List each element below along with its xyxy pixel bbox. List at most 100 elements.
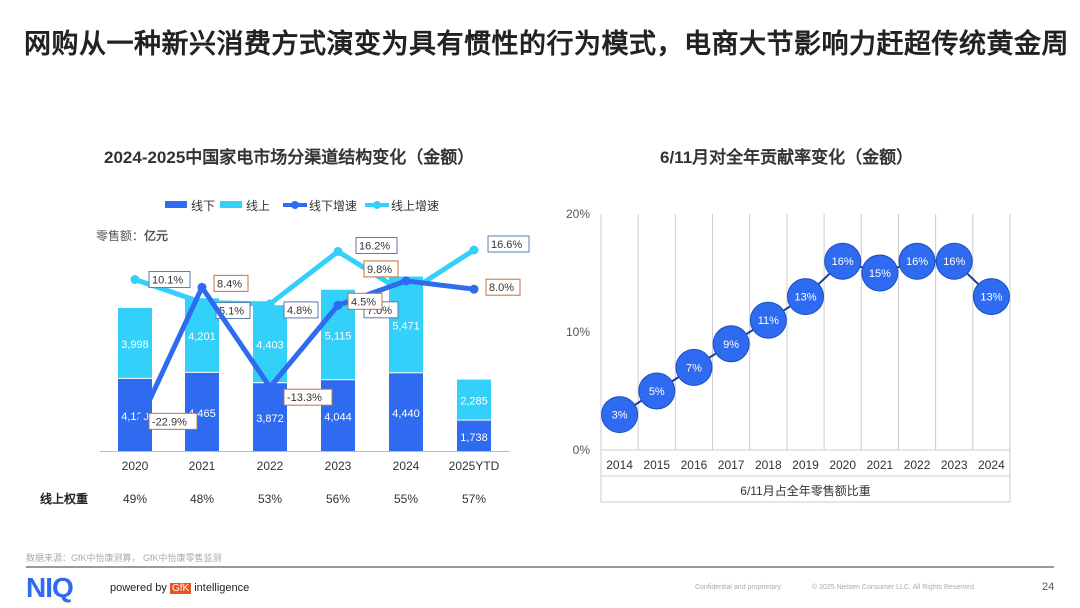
data-point xyxy=(861,254,899,292)
data-point xyxy=(824,242,862,280)
point-online-growth xyxy=(401,289,411,299)
data-label-box xyxy=(283,301,319,319)
data-label-box xyxy=(363,260,399,278)
line-online-growth xyxy=(134,247,476,307)
data-point xyxy=(935,242,973,280)
legend-swatch xyxy=(165,201,187,208)
data-label: 16% xyxy=(906,256,928,268)
legend-label: 线上 xyxy=(246,199,270,213)
share-value: 48% xyxy=(190,492,214,506)
bar-label-offline: 1,738 xyxy=(460,432,488,444)
right-chart: 0% 10% 20% 3% 2014 5% 2015 7% 2016 9% 2017 11% 2018 1… xyxy=(566,207,1011,503)
point-offline-growth xyxy=(130,426,140,436)
bar-label-offline: 4,044 xyxy=(324,412,352,424)
bar-online xyxy=(457,379,491,420)
data-label: 5% xyxy=(649,386,665,398)
share-row-label: 线上权重 xyxy=(40,491,88,506)
data-label-online-growth: 16.2% xyxy=(359,240,390,252)
legend-label: 线上增速 xyxy=(391,199,439,213)
data-point xyxy=(601,396,639,434)
legend-label: 线下 xyxy=(191,199,215,213)
share-value: 57% xyxy=(462,492,486,506)
data-point xyxy=(638,372,676,410)
data-label: 15% xyxy=(869,268,891,280)
x-tick-label: 2024 xyxy=(393,459,420,473)
data-point xyxy=(787,278,824,316)
x-tick-label: 2023 xyxy=(325,459,352,473)
point-offline-growth xyxy=(469,284,479,294)
bar-label-online: 2,285 xyxy=(460,396,488,408)
data-label: 9% xyxy=(723,339,739,351)
point-online-growth xyxy=(333,246,343,256)
point-offline-growth xyxy=(333,300,343,310)
data-label: 16% xyxy=(943,256,965,268)
x-tick-label: 2020 xyxy=(829,458,856,472)
page-title: 网购从一种新兴消费方式演变为具有惯性的行为模式，电商大节影响力赶超传统黄金周 xyxy=(24,29,1069,59)
point-online-growth xyxy=(130,275,140,285)
data-label: 11% xyxy=(758,315,779,327)
data-label-box xyxy=(148,412,198,430)
data-label-box xyxy=(148,271,191,289)
point-online-growth xyxy=(469,245,479,255)
x-tick-label: 2023 xyxy=(941,458,968,472)
gfk-logo: GfK xyxy=(169,583,192,594)
x-tick-label: 2016 xyxy=(681,458,708,472)
data-point xyxy=(749,301,787,339)
bar-offline xyxy=(457,420,491,451)
line-offline-growth xyxy=(132,278,475,433)
data-label-offline-growth: 4.5% xyxy=(351,296,376,308)
x-tick-label: 2020 xyxy=(122,459,149,473)
y-tick-label: 10% xyxy=(566,325,590,339)
data-label-online-growth: 5.1% xyxy=(219,306,244,318)
data-label-box xyxy=(487,235,530,253)
bar-offline xyxy=(253,383,287,451)
data-label-online-growth: 16.6% xyxy=(491,239,522,251)
data-point xyxy=(675,348,713,386)
data-label: 16% xyxy=(832,256,854,268)
point-offline-growth xyxy=(197,282,207,292)
legend-swatch xyxy=(220,201,242,208)
point-online-growth xyxy=(197,298,207,308)
bar-label-online: 4,403 xyxy=(256,340,284,352)
copyright: © 2025 Nielsen Consumer LLC. All Rights … xyxy=(812,584,976,591)
data-label-box xyxy=(213,274,249,292)
data-label-box xyxy=(485,278,521,296)
data-point xyxy=(712,325,750,363)
x-tick-label: 2025YTD xyxy=(449,459,500,473)
point-online-growth xyxy=(265,299,275,309)
data-label-offline-growth: 8.4% xyxy=(217,278,242,290)
x-tick-label: 2014 xyxy=(606,458,633,472)
bar-label-online: 5,471 xyxy=(392,320,420,332)
legend-marker xyxy=(373,201,381,209)
unit-label: 零售额：亿元 xyxy=(96,229,169,243)
page-number: 24 xyxy=(1042,581,1055,593)
bar-label-online: 4,201 xyxy=(188,331,216,343)
left-chart-title: 2024-2025中国家电市场分渠道结构变化（金额） xyxy=(104,148,475,167)
x-tick-label: 2019 xyxy=(792,458,819,472)
y-tick-label: 0% xyxy=(573,443,591,457)
x-tick-label: 2017 xyxy=(718,458,745,472)
powered-by: powered by GfK intelligence xyxy=(110,582,250,594)
bar-offline xyxy=(389,373,423,451)
bar-label-online: 3,998 xyxy=(121,339,149,351)
bar-label-offline: 3,872 xyxy=(256,413,284,425)
data-label-box xyxy=(347,292,383,310)
source-note: 数据来源：GfK中怡康测算， GfK中怡康零售监测 xyxy=(26,553,222,563)
data-label: 7% xyxy=(686,362,702,374)
confidential-note: Confidential and proprietary xyxy=(695,584,781,591)
bar-online xyxy=(118,307,152,378)
data-label-offline-growth: -22.9% xyxy=(152,416,187,428)
data-label: 13% xyxy=(980,292,1002,304)
bar-label-online: 5,115 xyxy=(325,330,352,342)
x-axis-label: 6/11月占全年零售额比重 xyxy=(740,483,870,498)
legend-marker xyxy=(291,201,299,209)
x-tick-label: 2024 xyxy=(978,458,1005,472)
left-chart: 线下 线上 线下增速 线上增速4,1203,998202049%4,4654,2012… xyxy=(40,199,530,506)
bar-offline xyxy=(118,378,152,451)
x-tick-label: 2015 xyxy=(643,458,670,472)
x-tick-label: 2018 xyxy=(755,458,782,472)
share-value: 53% xyxy=(258,492,282,506)
bar-label-offline: 4,440 xyxy=(392,408,420,420)
bar-offline xyxy=(185,372,219,451)
data-point xyxy=(898,242,936,280)
